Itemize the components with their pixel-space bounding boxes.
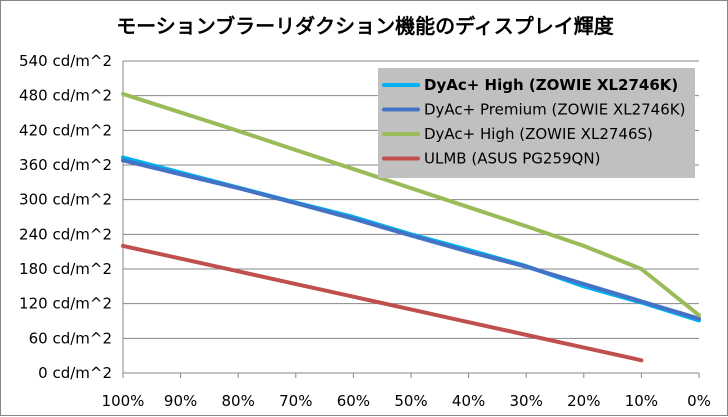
legend-entry-2: DyAc+ Premium (ZOWIE XL2746K) bbox=[424, 101, 685, 119]
legend-entry-1: DyAc+ High (ZOWIE XL2746K) bbox=[424, 76, 678, 94]
x-tick-label: 50% bbox=[394, 392, 427, 410]
y-tick-label: 0 cd/m^2 bbox=[38, 364, 112, 382]
y-tick-label: 120 cd/m^2 bbox=[19, 295, 112, 313]
y-tick-label: 480 cd/m^2 bbox=[19, 87, 112, 105]
x-tick-label: 90% bbox=[164, 392, 197, 410]
y-tick-label: 60 cd/m^2 bbox=[29, 329, 112, 347]
x-tick-label: 40% bbox=[452, 392, 485, 410]
legend-entry-3: DyAc+ High (ZOWIE XL2746S) bbox=[424, 125, 653, 143]
series-line-2 bbox=[121, 158, 701, 321]
series-line-4 bbox=[121, 243, 644, 363]
x-tick-label: 30% bbox=[510, 392, 543, 410]
y-tick-label: 420 cd/m^2 bbox=[19, 121, 112, 139]
x-tick-label: 10% bbox=[625, 392, 658, 410]
x-tick-label: 20% bbox=[567, 392, 600, 410]
series-line-3 bbox=[121, 91, 701, 318]
x-tick-label: 60% bbox=[337, 392, 370, 410]
x-tick-label: 100% bbox=[102, 392, 145, 410]
axes: 0 cd/m^2 60 cd/m^2 120 cd/m^2 180 cd/m^2 240… bbox=[19, 52, 711, 410]
x-tick-label: 80% bbox=[222, 392, 255, 410]
legend-box bbox=[378, 68, 695, 178]
chart-title: モーションブラーリダクション機能のディスプレイ輝度 bbox=[116, 14, 615, 38]
x-tick-label: 0% bbox=[687, 392, 711, 410]
y-tick-label: 300 cd/m^2 bbox=[19, 191, 112, 209]
x-tick-label: 70% bbox=[279, 392, 312, 410]
y-tick-label: 540 cd/m^2 bbox=[19, 52, 112, 70]
legend-entry-4: ULMB (ASUS PG259QN) bbox=[424, 150, 600, 168]
y-tick-label: 180 cd/m^2 bbox=[19, 260, 112, 278]
y-tick-label: 360 cd/m^2 bbox=[19, 156, 112, 174]
legend: DyAc+ High (ZOWIE XL2746K) DyAc+ Premium … bbox=[378, 68, 695, 178]
y-tick-label: 240 cd/m^2 bbox=[19, 225, 112, 243]
series-lines bbox=[121, 91, 701, 363]
